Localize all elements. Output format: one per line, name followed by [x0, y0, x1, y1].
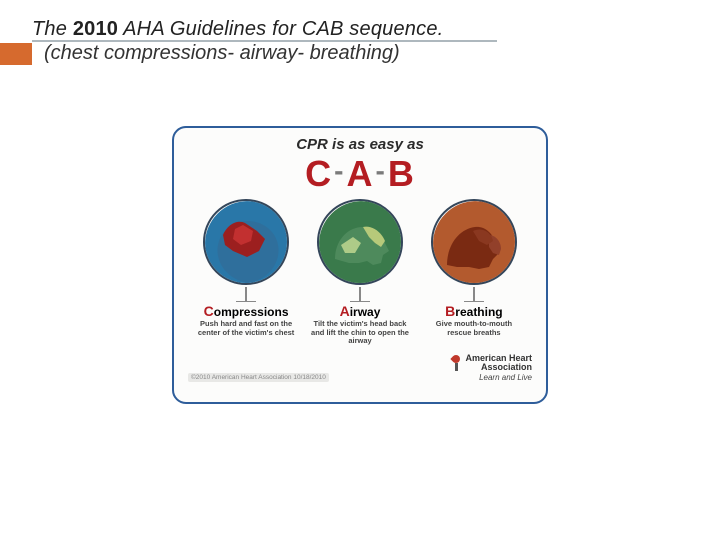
- aha-logo: American Heart Association: [451, 354, 532, 372]
- step-title-c: Compressions: [204, 303, 289, 319]
- step-desc-c: Push hard and fast on the center of the …: [196, 320, 296, 337]
- connector-3: [473, 287, 475, 301]
- dash-1: -: [332, 155, 346, 186]
- connector-2: [359, 287, 361, 301]
- step-title-b: Breathing: [445, 303, 502, 319]
- cpr-easy-text: CPR is as easy as: [184, 136, 536, 153]
- compressions-icon: [203, 199, 289, 285]
- letter-b: B: [388, 153, 415, 194]
- steps-row: Compressions Push hard and fast on the c…: [184, 199, 536, 346]
- step-airway: Airway Tilt the victim's head back and l…: [304, 199, 416, 346]
- accent-block: [0, 43, 32, 65]
- title-pre: The: [32, 18, 73, 40]
- breathing-icon: [431, 199, 517, 285]
- letter-c: C: [305, 153, 332, 194]
- title-year: 2010: [73, 18, 118, 40]
- slide-title: The 2010 AHA Guidelines for CAB sequence…: [32, 18, 688, 65]
- step-desc-b: Give mouth-to-mouth rescue breaths: [424, 320, 524, 337]
- aha-name: American Heart Association: [465, 354, 532, 372]
- aha-tagline: Learn and Live: [451, 373, 532, 382]
- letter-a: A: [347, 153, 374, 194]
- step-desc-a: Tilt the victim's head back and lift the…: [310, 320, 410, 346]
- step-breathing: Breathing Give mouth-to-mouth rescue bre…: [418, 199, 530, 346]
- title-line-1: The 2010 AHA Guidelines for CAB sequence…: [32, 18, 688, 41]
- step-compressions: Compressions Push hard and fast on the c…: [190, 199, 302, 346]
- step-title-a: Airway: [340, 303, 381, 319]
- card-header: CPR is as easy as C-A-B: [184, 136, 536, 195]
- cab-infographic-card: CPR is as easy as C-A-B Compressions Pus…: [172, 126, 548, 404]
- aha-branding: American Heart Association Learn and Liv…: [451, 354, 532, 382]
- title-post: AHA Guidelines for CAB sequence.: [118, 18, 443, 40]
- cab-letters: C-A-B: [184, 153, 536, 195]
- copyright-text: ©2010 American Heart Association 10/18/2…: [188, 373, 329, 382]
- title-line-2-row: (chest compressions- airway- breathing): [32, 42, 688, 65]
- dash-2: -: [374, 155, 388, 186]
- torch-icon: [451, 355, 461, 371]
- title-line-2: (chest compressions- airway- breathing): [44, 42, 400, 65]
- airway-icon: [317, 199, 403, 285]
- connector-1: [245, 287, 247, 301]
- card-footer: ©2010 American Heart Association 10/18/2…: [184, 354, 536, 382]
